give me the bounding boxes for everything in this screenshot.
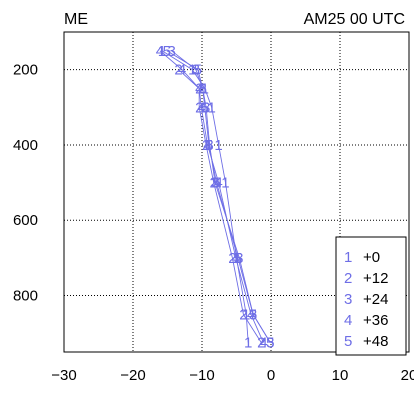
data-point-marker: 1 xyxy=(188,62,196,79)
legend-box xyxy=(335,236,407,356)
data-point-marker: 5 xyxy=(266,335,274,352)
data-point-marker: 5 xyxy=(205,137,213,154)
x-tick-label: −20 xyxy=(120,367,145,384)
data-point-marker: 1 xyxy=(221,175,229,192)
data-point-marker: 1 xyxy=(158,43,166,60)
y-tick-label: 400 xyxy=(13,137,38,154)
series-line xyxy=(166,50,271,343)
data-point-marker: 2 xyxy=(239,306,247,323)
data-point-marker: 2 xyxy=(228,250,236,267)
data-point-marker: 3 xyxy=(205,137,213,154)
series-line xyxy=(178,69,262,343)
data-point-marker: 4 xyxy=(197,99,205,116)
axis-ticks: −30 −20 −10 0 10 20 200 400 600 800 xyxy=(13,62,414,384)
series-line xyxy=(161,50,249,343)
data-point-marker: 3 xyxy=(167,43,175,60)
y-tick-label: 600 xyxy=(13,212,38,229)
data-point-marker: 4 xyxy=(156,43,164,60)
series-line xyxy=(159,50,264,343)
data-point-marker: 5 xyxy=(199,80,207,97)
legend-label: +24 xyxy=(363,291,388,308)
legend-marker: 2 xyxy=(344,270,352,287)
data-point-marker: 5 xyxy=(249,306,257,323)
y-tick-label: 200 xyxy=(13,62,38,79)
data-point-marker: 4 xyxy=(247,306,255,323)
data-point-marker: 5 xyxy=(234,250,242,267)
x-tick-label: 10 xyxy=(332,367,349,384)
data-point-marker: 3 xyxy=(266,335,274,352)
x-tick-label: −10 xyxy=(189,367,214,384)
legend-label: +36 xyxy=(363,312,388,329)
data-point-marker: 3 xyxy=(211,175,219,192)
data-point-marker: 2 xyxy=(210,175,218,192)
legend-marker: 5 xyxy=(344,333,352,350)
data-point-marker: 5 xyxy=(194,62,202,79)
data-point-marker: 4 xyxy=(232,250,240,267)
legend-marker: 1 xyxy=(344,249,352,266)
chart-left-title: ME xyxy=(64,11,88,28)
legend: 1 +0 2 +12 3 +24 4 +36 5 +48 xyxy=(335,236,407,356)
series-group: 1111111112222222233333333344444444455555… xyxy=(156,43,275,352)
data-point-marker: 5 xyxy=(163,43,171,60)
data-point-marker: 1 xyxy=(232,250,240,267)
data-point-marker: 5 xyxy=(201,99,209,116)
data-point-marker: 4 xyxy=(203,137,211,154)
data-point-marker: 3 xyxy=(235,250,243,267)
data-point-marker: 5 xyxy=(212,175,220,192)
data-point-marker: 2 xyxy=(257,335,265,352)
x-tick-label: 20 xyxy=(401,367,414,384)
data-point-marker: 4 xyxy=(195,80,203,97)
legend-label: +12 xyxy=(363,270,388,287)
legend-marker: 4 xyxy=(344,312,352,329)
x-tick-label: −30 xyxy=(51,367,76,384)
plot-frame xyxy=(63,31,410,353)
legend-label: +48 xyxy=(363,333,388,350)
data-point-marker: 1 xyxy=(214,137,222,154)
series-line xyxy=(171,50,271,343)
data-point-marker: 2 xyxy=(195,99,203,116)
data-point-marker: 1 xyxy=(201,80,209,97)
data-point-marker: 4 xyxy=(259,335,267,352)
data-point-marker: 3 xyxy=(192,62,200,79)
data-point-marker: 2 xyxy=(174,62,182,79)
data-point-marker: 1 xyxy=(242,306,250,323)
data-point-marker: 4 xyxy=(214,175,222,192)
y-tick-label: 800 xyxy=(13,288,38,305)
data-point-marker: 2 xyxy=(202,137,210,154)
legend-label: +0 xyxy=(363,249,380,266)
data-point-marker: 1 xyxy=(207,99,215,116)
data-point-marker: 1 xyxy=(244,335,252,352)
x-tick-label: 0 xyxy=(267,367,275,384)
data-point-marker: 3 xyxy=(202,99,210,116)
chart-right-title: AM25 00 UTC xyxy=(304,11,405,28)
data-point-marker: 4 xyxy=(178,62,186,79)
legend-marker: 3 xyxy=(344,291,352,308)
